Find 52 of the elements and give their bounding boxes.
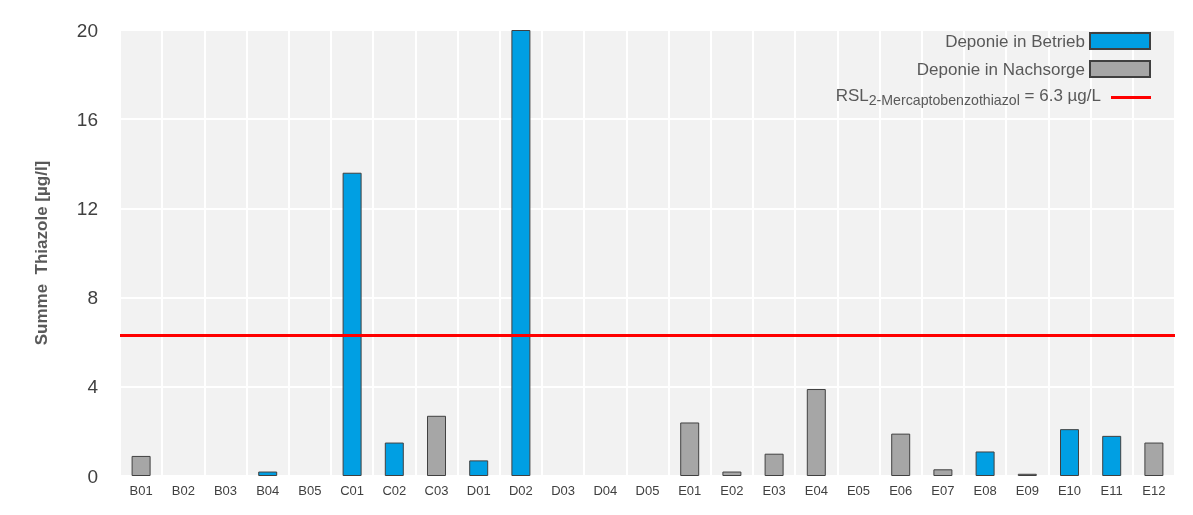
bar xyxy=(342,172,362,476)
bar xyxy=(722,471,742,476)
y-tick-label: 16 xyxy=(76,108,98,130)
bar xyxy=(131,455,151,476)
x-tick-label: D05 xyxy=(635,483,660,498)
bar xyxy=(1144,442,1164,476)
x-tick-label: B02 xyxy=(171,483,195,498)
x-tick-label: B01 xyxy=(129,483,153,498)
y-tick-label: 0 xyxy=(87,465,98,487)
bar xyxy=(427,415,446,476)
bar xyxy=(680,422,700,476)
bar xyxy=(891,433,911,476)
x-tick-label: E08 xyxy=(973,483,997,498)
x-tick-label: E11 xyxy=(1100,483,1123,498)
x-tick-label: E03 xyxy=(762,483,786,498)
x-tick-label: E04 xyxy=(804,483,828,498)
bar xyxy=(975,451,995,476)
bar xyxy=(806,389,826,476)
y-tick-label: 8 xyxy=(87,287,98,309)
x-tick-label: B05 xyxy=(298,483,322,498)
bar xyxy=(1060,429,1079,476)
bar xyxy=(764,453,784,476)
x-tick-label: E01 xyxy=(678,483,702,498)
x-tick-label: D04 xyxy=(593,483,618,498)
x-tick-label: C03 xyxy=(424,483,449,498)
x-tick-label: D01 xyxy=(466,483,491,498)
bar xyxy=(933,469,953,476)
x-tick-label: E05 xyxy=(846,483,871,498)
y-tick-label: 20 xyxy=(76,19,98,41)
x-tick-label: B04 xyxy=(256,483,280,498)
x-tick-label: C02 xyxy=(382,483,407,498)
x-tick-label: E02 xyxy=(720,483,744,498)
x-tick-label: E12 xyxy=(1142,483,1166,498)
x-tick-label: E10 xyxy=(1057,483,1082,498)
bar xyxy=(258,471,278,476)
legend-label: RSL$_{2-Mercaptobenzothiazol}$ = 6.3 µg/L xyxy=(835,85,1101,109)
bar xyxy=(511,30,531,476)
x-tick-label: E06 xyxy=(889,483,913,498)
x-tick-label: E07 xyxy=(931,483,955,498)
x-tick-label: B03 xyxy=(213,483,238,498)
x-tick-label: E09 xyxy=(1015,483,1039,498)
x-tick-label: D03 xyxy=(551,483,576,498)
legend-label: Deponie in Nachsorge xyxy=(916,59,1085,79)
bar xyxy=(1102,435,1122,476)
y-tick-label: 4 xyxy=(87,376,99,398)
bar xyxy=(384,442,404,476)
x-tick-label: C01 xyxy=(340,483,365,498)
legend-label: Deponie in Betrieb xyxy=(945,31,1085,51)
bar xyxy=(469,460,489,476)
y-axis-title: Summe Thiazole [µg/l] xyxy=(32,160,51,346)
x-tick-label: D02 xyxy=(508,483,533,498)
y-tick-label: 12 xyxy=(76,197,98,219)
